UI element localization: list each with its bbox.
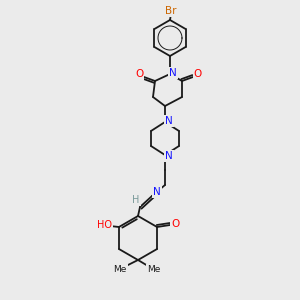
Text: HO: HO (98, 220, 112, 230)
Text: O: O (194, 69, 202, 79)
Text: Me: Me (147, 265, 161, 274)
Text: N: N (165, 151, 173, 161)
Text: N: N (165, 116, 173, 126)
Text: H: H (132, 195, 140, 205)
Text: O: O (135, 69, 143, 79)
Text: O: O (171, 219, 179, 229)
Text: Br: Br (165, 6, 177, 16)
Text: Me: Me (113, 265, 127, 274)
Text: N: N (169, 68, 177, 78)
Text: N: N (153, 187, 161, 197)
